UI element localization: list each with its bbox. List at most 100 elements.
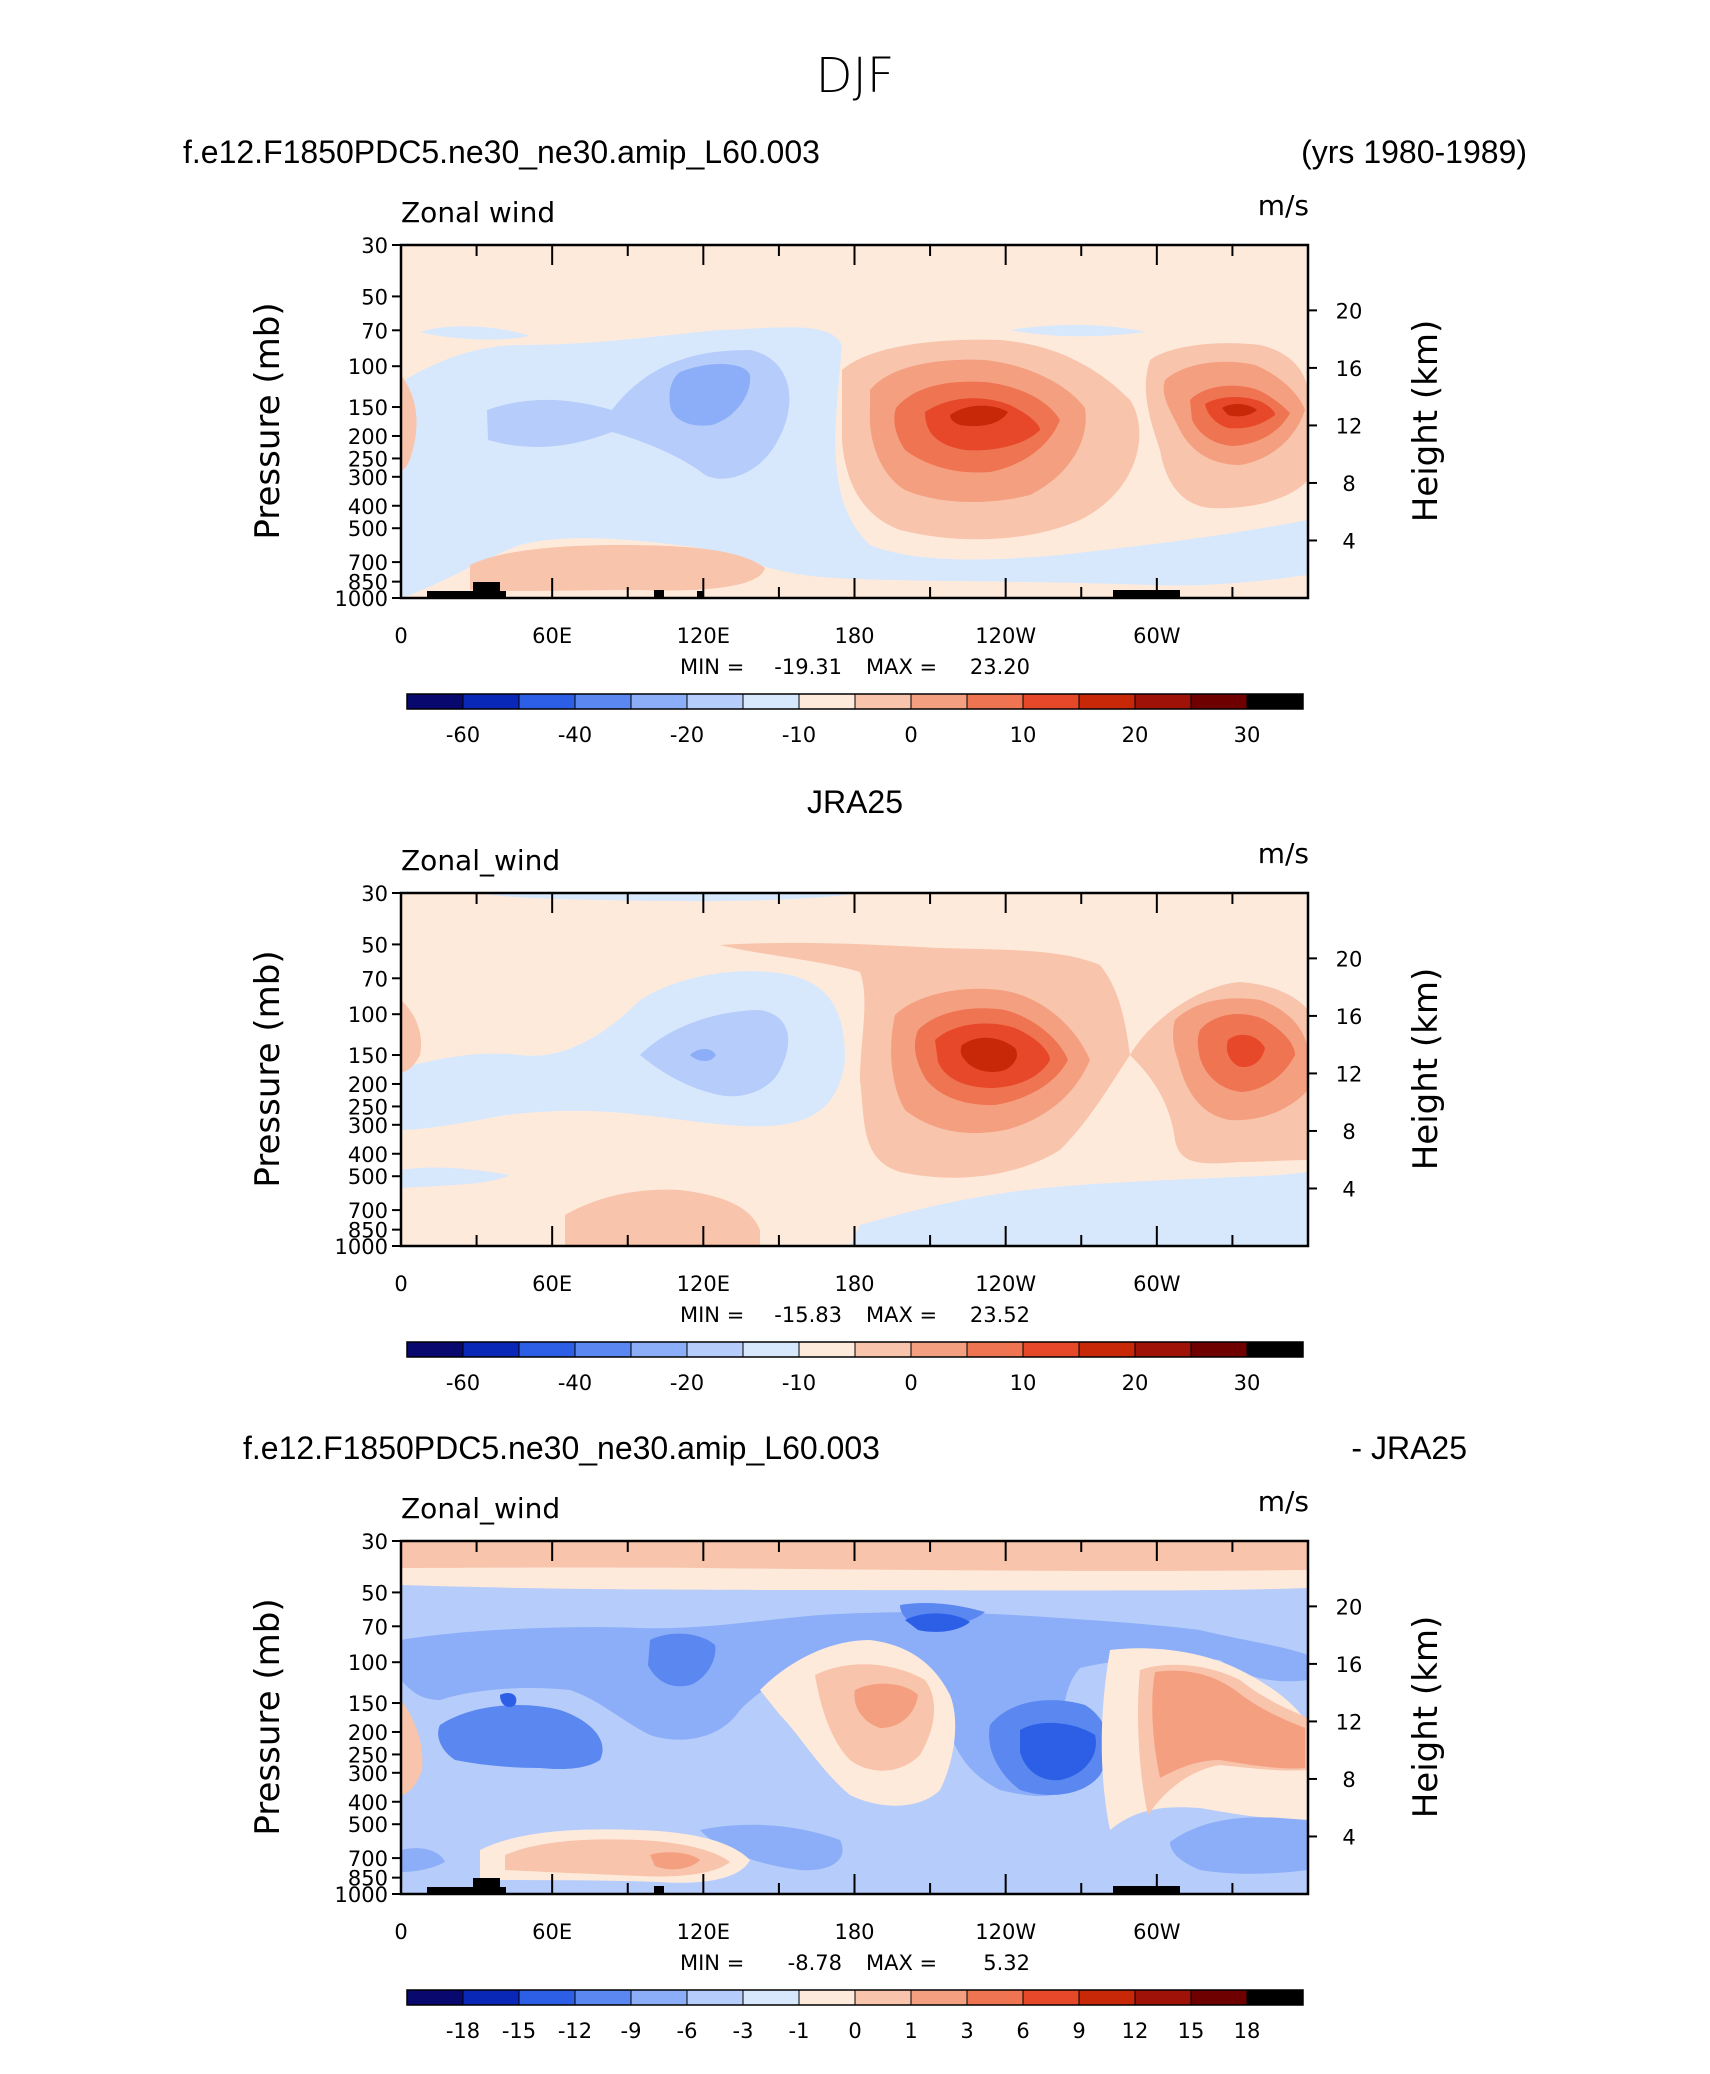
contour-neg9-lower-center xyxy=(1020,1722,1096,1781)
height-tick-label: 12 xyxy=(1336,1710,1363,1734)
contour-neg3-upper xyxy=(401,1612,1308,1796)
colorbar-swatch xyxy=(798,1341,856,1358)
panel-model-colorbar: -60 -40 -20 -10 0 10 20 30 xyxy=(406,693,1304,747)
colorbar-swatch xyxy=(1022,1341,1080,1358)
y-tick-label: 250 xyxy=(348,1095,388,1119)
colorbar-swatch xyxy=(910,1341,968,1358)
panel-obs-field-label: Zonal_wind xyxy=(401,844,560,877)
colorbar-label: -60 xyxy=(446,723,480,747)
colorbar-swatch xyxy=(630,1989,688,2006)
height-tick-label: 16 xyxy=(1336,357,1363,381)
contour-easterly-lower xyxy=(401,1167,510,1188)
colorbar-swatch xyxy=(518,1341,576,1358)
stats-min-value: -8.78 xyxy=(788,1951,842,1975)
contour-jet-east-max xyxy=(1222,404,1257,417)
contour-jet-west-max xyxy=(950,405,1008,427)
y-tick-label: 400 xyxy=(348,495,388,519)
y-axis-title: Pressure (mb) xyxy=(248,1598,288,1835)
colorbar-label: -20 xyxy=(670,723,704,747)
contour-westerly-lowlevel xyxy=(470,545,765,591)
colorbar-label: 30 xyxy=(1234,1371,1261,1395)
colorbar-swatch xyxy=(798,693,856,710)
y-tick-label: 50 xyxy=(361,285,388,309)
colorbar-swatch xyxy=(462,1989,520,2006)
y-tick-label: 70 xyxy=(361,967,388,991)
panel-model-contours xyxy=(401,245,1308,598)
y-axis-title: Pressure (mb) xyxy=(248,950,288,1187)
y-tick-label: 30 xyxy=(361,882,388,906)
right-axis-title: Height (km) xyxy=(1406,968,1446,1171)
years-label: (yrs 1980-1989) xyxy=(1301,134,1527,170)
contour-easterly-upper xyxy=(420,326,530,340)
colorbar-swatch xyxy=(1134,1989,1192,2006)
height-tick-label: 16 xyxy=(1336,1005,1363,1029)
colorbar-swatch xyxy=(574,1989,632,2006)
colorbar-swatch xyxy=(1078,1989,1136,2006)
y-tick-label: 700 xyxy=(348,1199,388,1223)
x-tick-label: 0 xyxy=(394,1272,407,1296)
colorbar-swatch xyxy=(910,693,968,710)
colorbar-swatch xyxy=(574,1341,632,1358)
colorbar-swatch xyxy=(1190,1341,1248,1358)
colorbar-swatch xyxy=(406,1341,464,1358)
contour-neg9-b xyxy=(500,1693,517,1707)
y-tick-label: 850 xyxy=(348,571,388,595)
colorbar-label: 0 xyxy=(904,1371,917,1395)
y-tick-label: 1000 xyxy=(335,1883,388,1907)
colorbar-swatch xyxy=(1022,1989,1080,2006)
contour-lowlevel-6 xyxy=(650,1852,700,1870)
colorbar-frame xyxy=(406,1341,1304,1358)
colorbar-label: -6 xyxy=(677,2019,698,2043)
height-tick-label: 4 xyxy=(1342,1177,1355,1201)
colorbar-swatch xyxy=(1022,693,1080,710)
colorbar-label: -3 xyxy=(733,2019,754,2043)
y-tick-label: 100 xyxy=(348,355,388,379)
colorbar-frame xyxy=(406,693,1304,710)
colorbar-label: 1 xyxy=(904,2019,917,2043)
height-tick-label: 20 xyxy=(1336,299,1363,323)
x-tick-label: 180 xyxy=(834,1272,874,1296)
y-tick-label: 850 xyxy=(348,1219,388,1243)
panel-obs-colorbar: -60 -40 -20 -10 0 10 20 30 xyxy=(406,1341,1304,1395)
colorbar-label: 10 xyxy=(1010,1371,1037,1395)
panel-obs: Zonal_wind m/s 3050701001502002503004005… xyxy=(248,837,1446,1395)
stats-min-label: MIN = xyxy=(680,1303,744,1327)
contour-westerly-lowlevel xyxy=(565,1189,760,1246)
colorbar-swatch xyxy=(1246,1989,1304,2006)
topography xyxy=(427,1878,1180,1894)
colorbar-label: -40 xyxy=(558,1371,592,1395)
y-tick-label: 50 xyxy=(361,933,388,957)
colorbar-label: 0 xyxy=(904,723,917,747)
stats-min-value: -19.31 xyxy=(774,655,842,679)
panel-diff-contours xyxy=(401,1541,1308,1894)
obs-title: JRA25 xyxy=(807,784,903,820)
colorbar-swatch xyxy=(686,1989,744,2006)
stats-max-label: MAX = xyxy=(866,1303,937,1327)
contour-pos6-center xyxy=(854,1683,918,1728)
x-tick-label: 60E xyxy=(532,1272,572,1296)
stats-max-label: MAX = xyxy=(866,1951,937,1975)
stats-max-label: MAX = xyxy=(866,655,937,679)
contour-pos-west xyxy=(401,1700,423,1795)
colorbar-label: 3 xyxy=(960,2019,973,2043)
x-tick-label: 120E xyxy=(677,624,730,648)
x-tick-label: 60E xyxy=(532,624,572,648)
colorbar-swatch xyxy=(854,693,912,710)
contour-westerly-edge xyxy=(401,375,417,470)
colorbar-frame xyxy=(406,1989,1304,2006)
y-tick-label: 100 xyxy=(348,1003,388,1027)
colorbar-swatch xyxy=(1190,1989,1248,2006)
y-tick-label: 500 xyxy=(348,1165,388,1189)
y-tick-label: 300 xyxy=(348,1114,388,1138)
colorbar-swatch xyxy=(1246,693,1304,710)
height-tick-label: 4 xyxy=(1342,1825,1355,1849)
contour-easterly-top xyxy=(480,893,860,902)
contour-easterly-south xyxy=(850,1172,1308,1246)
colorbar-swatch xyxy=(1190,693,1248,710)
y-tick-label: 850 xyxy=(348,1867,388,1891)
diff-title-run: f.e12.F1850PDC5.ne30_ne30.amip_L60.003 xyxy=(243,1430,880,1466)
contour-neg3-lower xyxy=(700,1824,843,1871)
y-tick-label: 700 xyxy=(348,1847,388,1871)
